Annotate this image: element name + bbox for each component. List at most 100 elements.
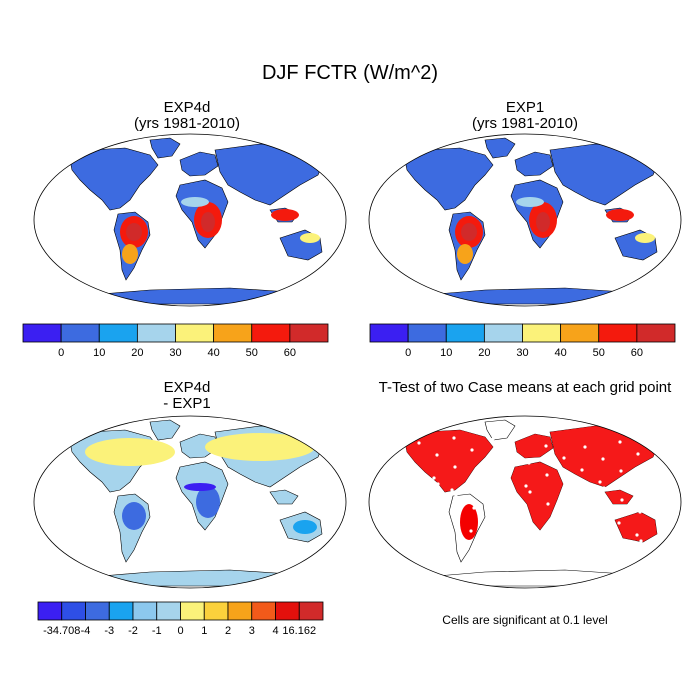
nonsignificant-speck bbox=[580, 468, 584, 472]
significant-australia bbox=[615, 512, 657, 542]
nonsignificant-speck bbox=[507, 501, 511, 505]
colorbar-swatch bbox=[60, 323, 100, 343]
nonsignificant-speck bbox=[470, 448, 474, 452]
nonsignificant-speck bbox=[435, 453, 439, 457]
panel-1-title: EXP4d (yrs 1981-2010) bbox=[32, 100, 342, 132]
colorbar-tick-label: 16.162 bbox=[282, 625, 316, 637]
nonsignificant-speck bbox=[620, 498, 624, 502]
south-brazil-field bbox=[457, 244, 473, 264]
colorbar-difference: -34.708 -4 -3 -2 -1 0 1 2 3 4 16.162 bbox=[37, 601, 324, 637]
colorbar-swatch bbox=[213, 323, 253, 343]
nonsignificant-speck bbox=[454, 494, 458, 498]
sahel-field bbox=[181, 197, 209, 207]
map-border bbox=[368, 415, 682, 589]
colorbar-swatch bbox=[560, 323, 600, 343]
nonsignificant-speck bbox=[618, 440, 622, 444]
continent-europe bbox=[179, 151, 219, 177]
colorbar-tick-label: -1 bbox=[152, 625, 162, 637]
nonsignificant-speck bbox=[635, 533, 639, 537]
nonsignificant-speck bbox=[433, 505, 437, 509]
colorbar-tick-label: 40 bbox=[555, 347, 567, 359]
colorbar-tick-label: 4 bbox=[272, 625, 278, 637]
nonsignificant-speck bbox=[527, 461, 531, 465]
panel-3-title-line2: - EXP1 bbox=[163, 395, 211, 412]
colorbar-tick-label: 30 bbox=[516, 347, 528, 359]
significant-south-america bbox=[460, 504, 478, 540]
colorbar-swatch bbox=[22, 323, 62, 343]
colorbar-swatch bbox=[298, 601, 324, 621]
significant-africa bbox=[511, 462, 563, 530]
map-panel-difference bbox=[33, 415, 347, 589]
maritime-field bbox=[606, 209, 634, 221]
significant-seAsia bbox=[605, 490, 633, 504]
nonsignificant-speck bbox=[414, 464, 418, 468]
colorbar-swatch bbox=[136, 323, 176, 343]
nonsignificant-speck bbox=[600, 538, 604, 542]
colorbar-swatch bbox=[445, 323, 485, 343]
map-border bbox=[33, 133, 347, 307]
sahel-diff-field bbox=[184, 483, 216, 491]
continent-northAmerica bbox=[404, 147, 494, 211]
colorbar-swatch bbox=[289, 323, 329, 343]
colorbar-swatch bbox=[251, 323, 291, 343]
nonsignificant-speck bbox=[491, 437, 495, 441]
panel-4-title: T-Test of two Case means at each grid po… bbox=[355, 380, 695, 396]
nonsignificant-speck bbox=[490, 518, 494, 522]
congo-diff-field bbox=[196, 486, 220, 518]
colorbar-swatch bbox=[132, 601, 158, 621]
colorbar-tick-label: 10 bbox=[93, 347, 105, 359]
nonsignificant-speck bbox=[525, 513, 529, 517]
nonsignificant-speck bbox=[472, 506, 476, 510]
amazon-core bbox=[461, 223, 477, 241]
south-brazil-field bbox=[122, 244, 138, 264]
colorbar-tick-label: 30 bbox=[169, 347, 181, 359]
colorbar-tick-label: 40 bbox=[208, 347, 220, 359]
significant-asia bbox=[550, 426, 660, 487]
colorbar-swatch bbox=[37, 601, 63, 621]
nonsignificant-speck bbox=[432, 476, 436, 480]
nonsignificant-speck bbox=[469, 529, 473, 533]
colorbar-swatch bbox=[108, 601, 134, 621]
colorbar-swatch bbox=[598, 323, 638, 343]
colorbar-swatch bbox=[636, 323, 676, 343]
map-panel-exp1 bbox=[368, 133, 682, 307]
amazon-diff-field bbox=[122, 502, 146, 530]
significance-note: Cells are significant at 0.1 level bbox=[442, 613, 608, 627]
maritime-field bbox=[271, 209, 299, 221]
nonsignificant-speck bbox=[637, 481, 641, 485]
australia-diff-field bbox=[293, 520, 317, 534]
nonsignificant-speck bbox=[545, 473, 549, 477]
colorbar-swatch bbox=[369, 323, 409, 343]
nonsignificant-speck bbox=[582, 526, 586, 530]
nonsignificant-speck bbox=[639, 539, 643, 543]
nonsignificant-speck bbox=[528, 490, 532, 494]
nonsignificant-speck bbox=[638, 510, 642, 514]
nonsignificant-speck bbox=[508, 530, 512, 534]
colorbar-tick-label: -2 bbox=[128, 625, 138, 637]
congo-core bbox=[201, 212, 215, 232]
colorbar-tick-label: 60 bbox=[631, 347, 643, 359]
nonsignificant-speck bbox=[619, 469, 623, 473]
map-panel-ttest bbox=[368, 415, 682, 589]
nonsignificant-speck bbox=[601, 457, 605, 461]
map-border bbox=[368, 133, 682, 307]
colorbar-tick-label: 3 bbox=[249, 625, 255, 637]
colorbar-tick-label: 2 bbox=[225, 625, 231, 637]
panel-4-title-line1: T-Test of two Case means at each grid po… bbox=[378, 379, 672, 396]
panel-1-title-line1: EXP4d bbox=[163, 99, 211, 116]
panel-3-title: EXP4d - EXP1 bbox=[32, 380, 342, 412]
colorbar-swatch bbox=[180, 601, 205, 621]
continent-seAsia bbox=[269, 489, 299, 505]
nonsignificant-speck bbox=[487, 541, 491, 545]
nonsignificant-speck bbox=[417, 441, 421, 445]
panel-2-title-line1: EXP1 bbox=[505, 99, 545, 116]
colorbar-tick-label: 10 bbox=[440, 347, 452, 359]
colorbar-swatch bbox=[483, 323, 523, 343]
colorbar-swatch bbox=[61, 601, 86, 621]
nonsignificant-speck bbox=[434, 534, 438, 538]
colorbar-tick-label: -4 bbox=[81, 625, 91, 637]
colorbar-swatch bbox=[98, 323, 138, 343]
colorbar-tick-label: 1 bbox=[201, 625, 207, 637]
nonsignificant-speck bbox=[526, 542, 530, 546]
nonsignificant-speck bbox=[452, 436, 456, 440]
